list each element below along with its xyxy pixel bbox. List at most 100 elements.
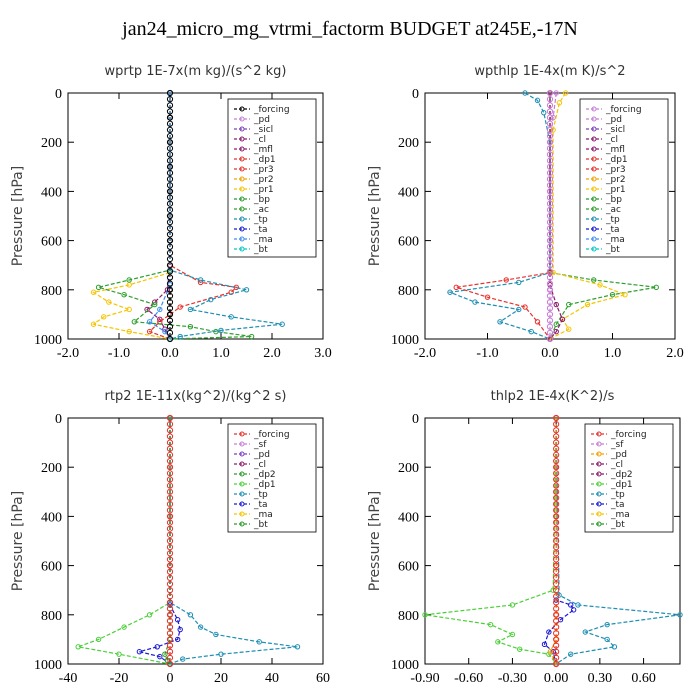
profile-marker bbox=[553, 617, 560, 625]
profile-marker bbox=[166, 414, 174, 422]
series-marker bbox=[609, 292, 616, 298]
y-tick-label: 200 bbox=[398, 136, 419, 151]
profile-marker bbox=[166, 605, 174, 612]
profile-marker bbox=[166, 219, 174, 226]
profile-marker bbox=[166, 451, 174, 458]
series-marker bbox=[487, 621, 494, 628]
legend-marker bbox=[596, 451, 602, 457]
profile-marker bbox=[166, 531, 174, 538]
profile-marker bbox=[166, 305, 174, 312]
y-tick-label: 400 bbox=[398, 510, 419, 525]
profile-marker bbox=[166, 188, 174, 195]
profile-marker bbox=[166, 335, 174, 343]
series-marker bbox=[484, 294, 491, 300]
profile-marker bbox=[546, 157, 554, 164]
profile-marker bbox=[166, 507, 174, 514]
series-marker bbox=[187, 612, 194, 618]
series-marker bbox=[541, 641, 548, 648]
series-marker bbox=[677, 612, 683, 618]
series-marker bbox=[218, 327, 224, 334]
series-marker bbox=[101, 314, 107, 320]
legend-marker bbox=[591, 116, 597, 122]
legend-marker bbox=[596, 511, 602, 517]
profile-marker bbox=[553, 488, 560, 495]
profile-marker bbox=[166, 525, 174, 532]
profile-marker bbox=[166, 102, 174, 109]
figure-title: jan24_micro_mg_vtrmi_factorm BUDGET at24… bbox=[122, 18, 578, 40]
x-tick-label: -2.0 bbox=[414, 346, 436, 361]
legend-marker bbox=[239, 186, 245, 192]
profile-marker bbox=[166, 433, 174, 440]
series-marker bbox=[622, 292, 628, 298]
panel-3: rtp2 1E-11x(kg^2)/(kg^2 s) Pressure [hPa]… bbox=[10, 389, 330, 686]
legend-label: _cl bbox=[253, 135, 266, 145]
profile-marker bbox=[166, 519, 174, 526]
y-tick-label: 800 bbox=[41, 609, 62, 624]
profile-marker bbox=[166, 574, 174, 582]
legend-label: _dp1 bbox=[605, 155, 628, 165]
series-marker bbox=[553, 321, 559, 327]
series-marker bbox=[174, 636, 181, 643]
profile-marker bbox=[166, 157, 174, 164]
profile-marker bbox=[546, 206, 554, 213]
profile-marker bbox=[546, 169, 554, 177]
series-line-dp1 bbox=[75, 418, 171, 665]
profile-marker bbox=[166, 108, 174, 115]
profile-marker bbox=[553, 470, 560, 477]
profile-marker bbox=[166, 212, 174, 220]
series-marker bbox=[177, 333, 183, 340]
profile-marker bbox=[166, 96, 174, 103]
y-tick-label: 400 bbox=[41, 510, 62, 525]
series-marker bbox=[197, 624, 204, 630]
series-marker bbox=[243, 287, 250, 293]
x-tick-label: -1.0 bbox=[108, 346, 130, 361]
legend-marker bbox=[591, 236, 597, 242]
profile-marker bbox=[166, 494, 174, 502]
series-marker bbox=[547, 649, 554, 655]
series-line-tp bbox=[447, 92, 551, 340]
profile-marker bbox=[166, 513, 174, 520]
legend-marker bbox=[239, 116, 245, 122]
legend-marker bbox=[239, 521, 245, 527]
panel-1: wprtp 1E-7x(m kg)/(s^2 kg) Pressure [hPa]… bbox=[10, 64, 332, 361]
profile-marker bbox=[166, 648, 174, 655]
series-marker bbox=[566, 301, 572, 308]
profile-marker bbox=[546, 225, 554, 232]
series-marker bbox=[213, 631, 219, 638]
series-line-tp bbox=[169, 93, 283, 340]
profile-marker bbox=[546, 299, 554, 306]
series-marker bbox=[562, 90, 569, 96]
profile-marker bbox=[553, 464, 560, 471]
legend-label: _forcing bbox=[610, 430, 647, 440]
legend-label: _dp1 bbox=[610, 480, 633, 490]
profile-marker bbox=[166, 206, 174, 213]
y-tick-label: 200 bbox=[398, 461, 419, 476]
profile-marker bbox=[546, 268, 554, 275]
series-marker bbox=[604, 636, 610, 643]
profile-marker bbox=[166, 630, 174, 637]
legend-marker bbox=[239, 106, 245, 112]
y-tick-label: 1000 bbox=[391, 658, 419, 673]
legend-label: _pr3 bbox=[605, 165, 626, 175]
profile-marker bbox=[166, 176, 174, 183]
legend-marker bbox=[591, 166, 597, 172]
legend-label: _pr3 bbox=[253, 165, 274, 175]
legend-marker bbox=[239, 216, 245, 222]
legend-label: _forcing bbox=[605, 105, 642, 115]
series-marker bbox=[568, 602, 574, 608]
profile-marker bbox=[166, 255, 174, 263]
legend-marker bbox=[239, 471, 245, 477]
profile-marker bbox=[166, 654, 174, 661]
series-marker bbox=[546, 629, 552, 635]
legend-label: _ta bbox=[610, 500, 625, 510]
profile-marker bbox=[166, 476, 174, 483]
x-tick-label: -2.0 bbox=[57, 346, 79, 361]
profile-marker bbox=[166, 470, 174, 477]
series-marker bbox=[218, 651, 224, 657]
y-tick-label: 200 bbox=[41, 136, 62, 151]
profile-marker bbox=[166, 262, 174, 269]
series-marker bbox=[180, 656, 186, 662]
series-marker bbox=[556, 100, 563, 106]
profile-marker bbox=[166, 89, 174, 97]
profile-marker bbox=[546, 108, 554, 115]
